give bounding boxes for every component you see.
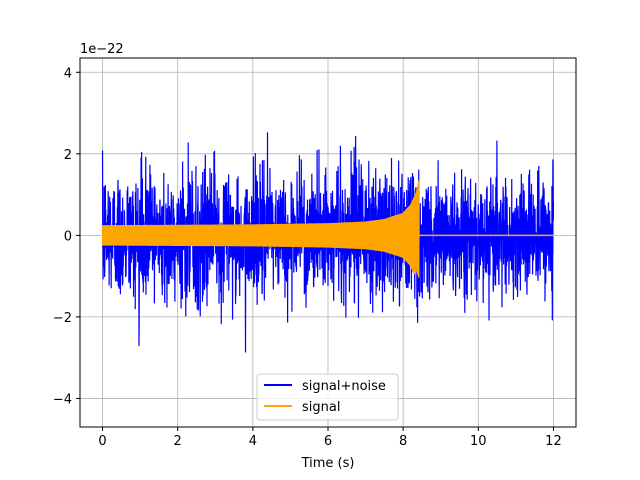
y-tick-label: 2 [64, 148, 72, 163]
legend-box [256, 373, 399, 421]
y-tick-label: −4 [53, 392, 72, 407]
x-tick-label: 6 [324, 434, 332, 449]
legend-signal-noise-label: signal+noise [302, 379, 386, 394]
x-tick-label: 2 [174, 434, 182, 449]
x-tick-label: 4 [249, 434, 257, 449]
legend-signal-label: signal [302, 400, 340, 415]
x-tick-label: 12 [545, 434, 562, 449]
y-tick-label: 4 [64, 66, 72, 81]
legend: signal+noise signal [256, 373, 399, 421]
plot-lines [101, 132, 555, 353]
x-tick-label: 0 [98, 434, 106, 449]
y-tick-label: 0 [64, 229, 72, 244]
x-tick-label: 10 [470, 434, 487, 449]
y-tick-label: −2 [53, 311, 72, 326]
y-offset-label: 1e−22 [80, 42, 124, 57]
x-tick-label: 8 [399, 434, 407, 449]
series-signal [101, 180, 554, 278]
axis-ticks: 0 2 4 6 8 10 12 −4 −2 0 2 4 [53, 66, 562, 449]
x-axis-label: Time (s) [301, 456, 355, 471]
